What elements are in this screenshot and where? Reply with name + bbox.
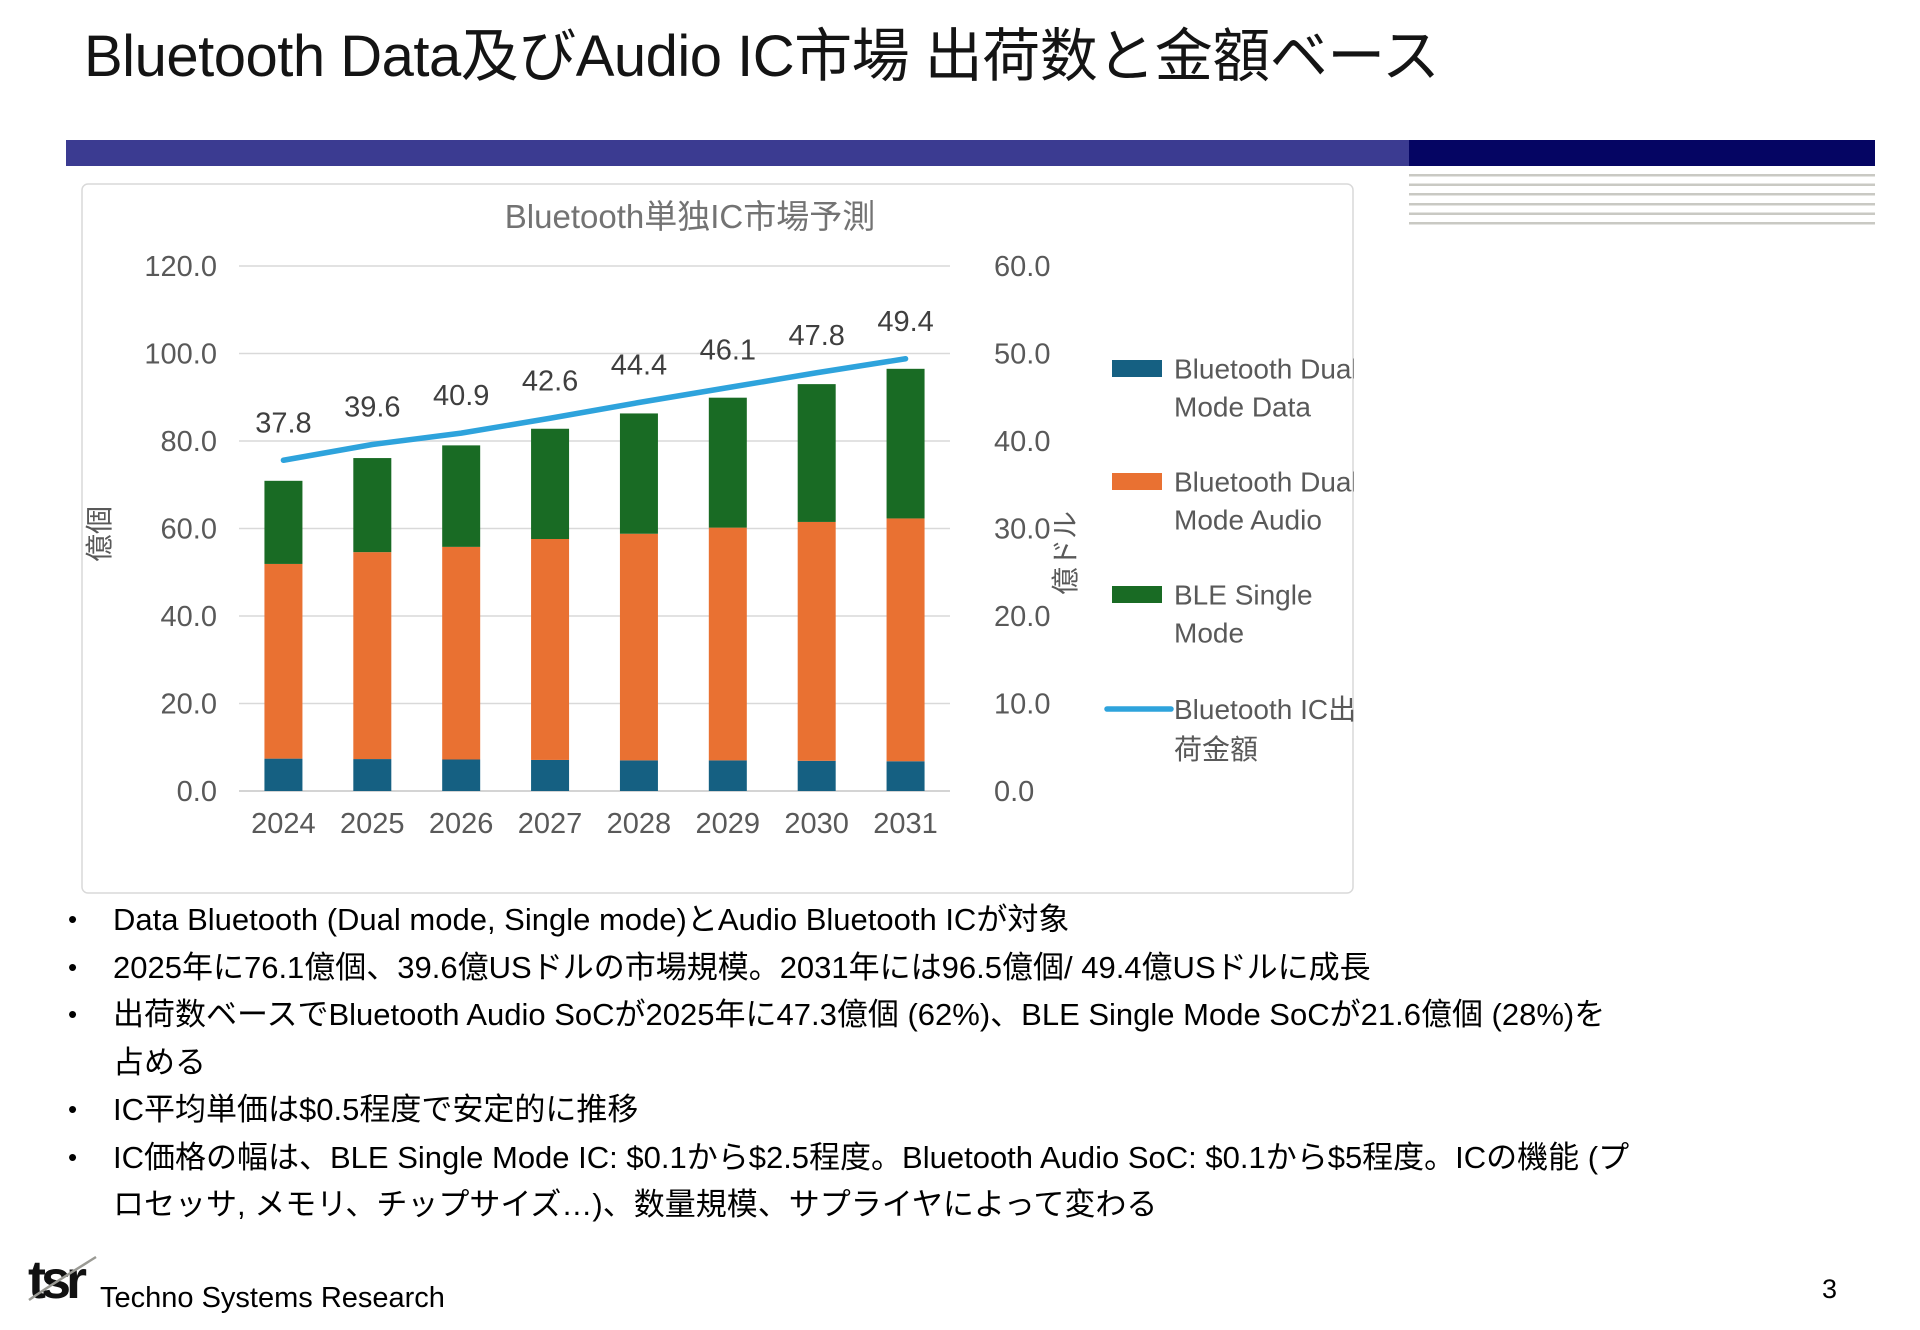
line-data-label: 37.8 [255, 407, 311, 439]
bar-segment-bluetooth-dual-mode-audio [442, 546, 481, 760]
axis-tick-label-right: 50.0 [994, 339, 1050, 371]
page-number: 3 [1822, 1274, 1838, 1304]
bar-segment-ble-single-mode [619, 413, 658, 534]
legend-swatch [1112, 586, 1162, 603]
axis-title-right: 億ドル [1050, 511, 1081, 595]
bullet-line: IC価格の幅は、BLE Single Mode IC: $0.1から$2.5程度… [113, 1139, 1630, 1175]
bullet-line: Data Bluetooth (Dual mode, Single mode)と… [113, 902, 1070, 937]
bullet-list: • Data Bluetooth (Dual mode, Single mode)… [60, 896, 1870, 1229]
bar-segment-ble-single-mode [442, 445, 481, 547]
axis-tick-label-left: 40.0 [161, 601, 217, 633]
bar-segment-bluetooth-dual-mode-audio [531, 539, 570, 760]
bullet-item: • IC価格の幅は、BLE Single Mode IC: $0.1から$2.5程… [60, 1134, 1870, 1229]
bullet-marker: • [68, 951, 78, 982]
legend-label: Bluetooth Dual [1174, 467, 1354, 498]
line-data-label: 39.6 [344, 392, 400, 424]
bar-segment-ble-single-mode [353, 458, 392, 553]
legend-swatch [1112, 360, 1162, 377]
legend-label: Bluetooth IC出 [1174, 694, 1354, 725]
bullet-line: 2025年に76.1億個、39.6億USドルの市場規模。2031年には96.5億… [113, 949, 1371, 985]
bar-segment-bluetooth-dual-mode-data [797, 760, 836, 791]
tsr-logo-swoosh [28, 1255, 97, 1302]
bullet-item: • IC平均単価は$0.5程度で安定的に推移 [60, 1086, 1870, 1134]
bullet-marker: • [68, 904, 78, 934]
year-label: 2030 [784, 808, 849, 840]
year-label: 2028 [607, 808, 672, 840]
bar-segment-ble-single-mode [264, 480, 303, 564]
legend-label: Mode Audio [1174, 505, 1322, 536]
year-label: 2025 [340, 808, 405, 840]
bullet-item: • 出荷数ベースでBluetooth Audio SoCが2025年に47.3億個… [60, 991, 1870, 1086]
chart-title: Bluetooth単独IC市場予測 [505, 198, 875, 235]
bar-segment-bluetooth-dual-mode-data [619, 760, 658, 791]
bullet-line: IC平均単価は$0.5程度で安定的に推移 [113, 1092, 639, 1127]
bar-segment-bluetooth-dual-mode-audio [886, 518, 925, 762]
legend-label: 荷金額 [1174, 734, 1258, 765]
year-label: 2026 [429, 808, 494, 840]
bar-segment-bluetooth-dual-mode-data [531, 759, 570, 791]
bar-segment-bluetooth-dual-mode-data [886, 761, 925, 791]
bullet-item: • 2025年に76.1億個、39.6億USドルの市場規模。2031年には96.5… [60, 944, 1870, 992]
axis-tick-label-left: 60.0 [161, 514, 217, 546]
bar-segment-bluetooth-dual-mode-audio [264, 563, 303, 759]
axis-tick-label-left: 80.0 [161, 426, 217, 458]
axis-tick-label-left: 100.0 [144, 339, 217, 371]
tsr-logo: tsr [28, 1250, 97, 1308]
line-data-label: 49.4 [877, 306, 933, 338]
slide-title: Bluetooth Data及びAudio IC市場 出荷数と金額ベース [84, 24, 1440, 89]
bullet-marker: • [68, 999, 78, 1029]
year-label: 2029 [696, 808, 761, 840]
bullet-item: • Data Bluetooth (Dual mode, Single mode)… [60, 896, 1870, 944]
line-data-label: 47.8 [788, 320, 844, 352]
line-data-label: 46.1 [700, 335, 756, 367]
year-label: 2031 [873, 808, 938, 840]
bar-segment-ble-single-mode [708, 397, 747, 528]
year-label: 2024 [251, 808, 316, 840]
axis-tick-label-right: 10.0 [994, 689, 1050, 721]
axis-title-left: 億個 [84, 506, 115, 562]
bar-segment-bluetooth-dual-mode-data [353, 759, 392, 791]
line-data-label: 42.6 [522, 365, 578, 397]
axis-tick-label-right: 0.0 [994, 776, 1034, 808]
bullet-marker: • [68, 1094, 78, 1124]
year-label: 2027 [518, 808, 583, 840]
bar-segment-bluetooth-dual-mode-audio [353, 552, 392, 760]
bar-segment-ble-single-mode [531, 428, 570, 539]
bullet-line: 出荷数ベースでBluetooth Audio SoCが2025年に47.3億個 … [113, 997, 1606, 1032]
axis-tick-label-right: 30.0 [994, 514, 1050, 546]
sales-line [280, 356, 909, 463]
legend-label: Mode [1174, 618, 1244, 649]
bar-segment-bluetooth-dual-mode-data [264, 758, 303, 791]
bullet-marker: • [68, 1141, 78, 1172]
bar-segment-ble-single-mode [797, 384, 836, 522]
bar-segment-bluetooth-dual-mode-audio [619, 533, 658, 761]
line-data-label: 40.9 [433, 380, 489, 412]
axis-tick-label-left: 0.0 [177, 776, 217, 808]
bar-segment-bluetooth-dual-mode-data [708, 760, 747, 791]
footer-company-name: Techno Systems Research [100, 1282, 445, 1314]
legend-swatch [1112, 473, 1162, 490]
axis-tick-label-left: 20.0 [161, 689, 217, 721]
axis-tick-label-right: 60.0 [994, 251, 1050, 283]
header-bar-right [1409, 140, 1875, 166]
chart-frame: 0.0 20.0 40.0 60.0 80.0 100.0 120.0 0.0 10.0 20.0… [81, 183, 1358, 894]
line-data-label: 44.4 [611, 350, 667, 382]
bar-segment-bluetooth-dual-mode-data [442, 759, 481, 791]
axis-tick-label-left: 120.0 [144, 251, 217, 283]
tsr-logo-text: tsr [28, 1250, 87, 1308]
market-forecast-chart: 0.0 20.0 40.0 60.0 80.0 100.0 120.0 0.0 10.0 20.0… [81, 183, 1358, 894]
legend-label: Bluetooth Dual [1174, 354, 1354, 385]
header-bar-left [66, 140, 1409, 166]
bar-segment-bluetooth-dual-mode-audio [708, 527, 747, 761]
bullet-line: ロセッサ, メモリ、チップサイズ…)、数量規模、サプライヤによって変わる [113, 1187, 1158, 1222]
axis-tick-label-right: 20.0 [994, 601, 1050, 633]
bullet-line: 占める [113, 1044, 206, 1080]
legend-label: Mode Data [1174, 392, 1311, 423]
axis-tick-label-right: 40.0 [994, 426, 1050, 458]
legend-label: BLE Single [1174, 580, 1313, 611]
bar-segment-bluetooth-dual-mode-audio [797, 521, 836, 761]
bar-segment-ble-single-mode [886, 368, 925, 519]
header-stripes-decoration [1409, 174, 1875, 231]
